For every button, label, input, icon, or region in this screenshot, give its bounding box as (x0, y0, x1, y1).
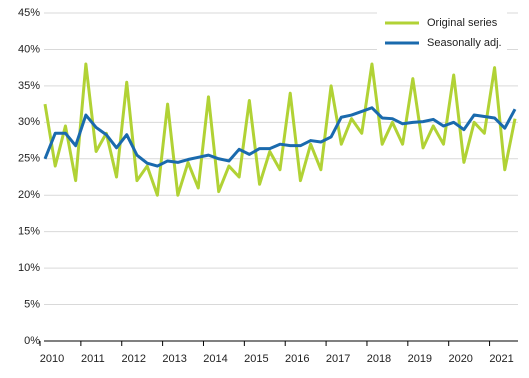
y-tick-label: 40% (18, 43, 40, 55)
x-tick-label: 2018 (367, 353, 391, 365)
line-series (43, 62, 517, 197)
x-tick-label: 2020 (448, 353, 472, 365)
x-tick-label: 2015 (244, 353, 268, 365)
y-tick-label: 45% (18, 7, 40, 19)
y-tick-label: 10% (18, 262, 40, 274)
y-tick-label: 5% (24, 298, 40, 310)
x-tick-label: 2019 (408, 353, 432, 365)
x-tick-label: 2016 (285, 353, 309, 365)
y-tick-label: 25% (18, 153, 40, 165)
y-tick-label: 15% (18, 226, 40, 238)
legend-box (377, 11, 507, 57)
x-tick-label: 2013 (162, 353, 186, 365)
legend-label: Original series (427, 17, 498, 29)
legend-label: Seasonally adj. (427, 37, 502, 49)
x-tick-label: 2021 (489, 353, 513, 365)
y-tick-label: 0% (24, 335, 40, 347)
y-tick-label: 35% (18, 80, 40, 92)
line-series (43, 106, 517, 168)
x-tick-label: 2011 (81, 353, 105, 365)
x-tick-label: 2014 (203, 353, 227, 365)
x-tick-label: 2010 (40, 353, 64, 365)
x-tick-label: 2017 (326, 353, 350, 365)
y-tick-label: 30% (18, 116, 40, 128)
y-tick-label: 20% (18, 189, 40, 201)
x-tick-label: 2012 (121, 353, 145, 365)
